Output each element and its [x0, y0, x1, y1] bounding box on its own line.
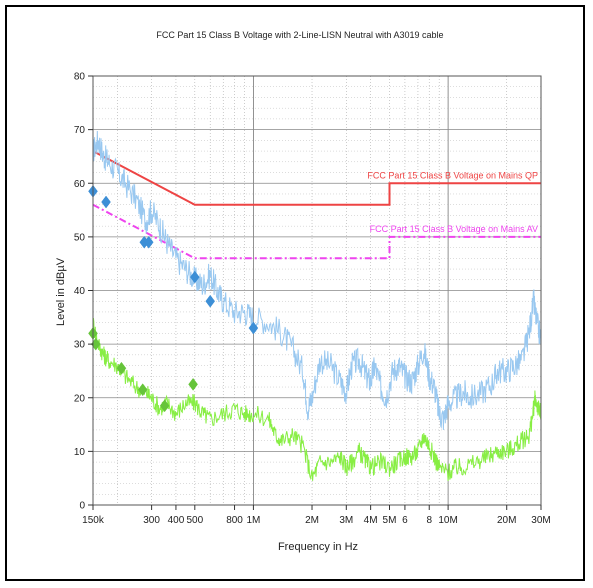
marker-qp [189, 270, 200, 284]
x-tick-label: 150k [82, 515, 105, 526]
x-tick-label: 800 [226, 515, 243, 526]
y-tick-label: 30 [74, 340, 86, 351]
x-tick-label: 300 [143, 515, 160, 526]
marker-av [137, 383, 148, 397]
marker-qp [248, 321, 259, 335]
limit-line-qp [92, 150, 541, 206]
x-tick-label: 8 [426, 515, 432, 526]
y-tick-label: 10 [74, 447, 86, 458]
marker-av [116, 361, 127, 375]
marker-qp [101, 195, 111, 209]
y-axis-label: Level in dBµV [55, 257, 67, 326]
measurement-markers [88, 184, 259, 413]
marker-av [188, 377, 198, 391]
x-tick-label: 6 [402, 515, 408, 526]
y-tick-label: 60 [74, 179, 86, 190]
marker-qp [143, 235, 154, 249]
x-tick-label: 500 [186, 515, 203, 526]
limit-lines: FCC Part 15 Class B Voltage on Mains QP F… [92, 150, 541, 260]
y-tick-label: 50 [74, 232, 86, 243]
y-tick-label: 0 [79, 501, 85, 512]
marker-av [159, 399, 170, 413]
chart-grid [93, 76, 541, 505]
x-axis-label: Frequency in Hz [278, 541, 358, 553]
y-tick-label: 70 [74, 125, 86, 136]
x-tick-label: 20M [497, 515, 516, 526]
limit-label-av: FCC Part 15 Class B Voltage on Mains AV [370, 224, 538, 234]
x-tick-label: 1M [246, 515, 260, 526]
y-tick-label: 20 [74, 393, 86, 404]
limit-label-qp: FCC Part 15 Class B Voltage on Mains QP [367, 170, 538, 180]
chart-frame [5, 5, 585, 581]
trace-1 [92, 130, 542, 431]
x-tick-label: 10M [438, 515, 457, 526]
marker-qp [205, 294, 216, 308]
x-tick-label: 4M [364, 515, 378, 526]
x-tick-label: 3M [339, 515, 353, 526]
x-tick-label: 30M [531, 515, 550, 526]
x-tick-label: 400 [168, 515, 185, 526]
y-tick-label: 80 [74, 72, 86, 83]
chart-title: FCC Part 15 Class B Voltage with 2-Line-… [156, 30, 443, 40]
y-tick-label: 40 [74, 286, 86, 297]
x-tick-label: 2M [305, 515, 319, 526]
x-tick-label: 5M [383, 515, 397, 526]
chart-axes: 0 10 20 30 40 50 60 70 80 150k 300 400 500 800 1M 2M 3M 4… [74, 72, 551, 527]
